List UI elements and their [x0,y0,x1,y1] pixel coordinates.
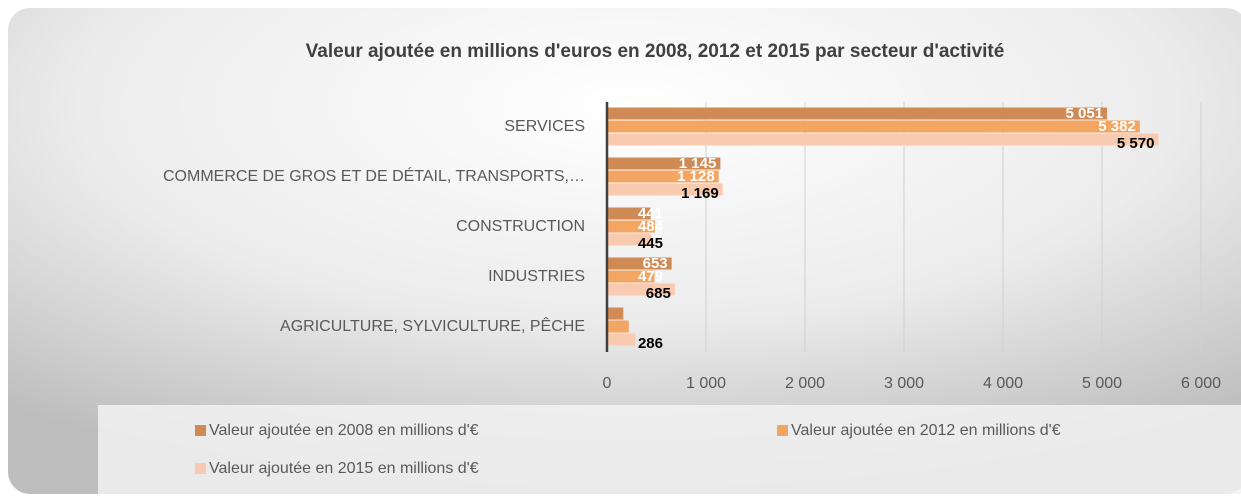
x-tick-label: 4 000 [983,375,1023,392]
bar [607,207,651,220]
y-tick-label: AGRICULTURE, SYLVICULTURE, PÊCHE [280,316,585,335]
bar [607,233,652,246]
bar [607,183,723,196]
legend-swatch [777,425,788,436]
bar [607,307,624,320]
x-tick-label: 3 000 [884,375,924,392]
legend-background [98,405,1241,494]
bar [607,107,1108,120]
bar [607,220,655,233]
bar [607,283,675,296]
x-tick-label: 2 000 [785,375,825,392]
bar [607,320,629,333]
data-label: 685 [646,285,671,302]
chart-title: Valeur ajoutée en millions d'euros en 20… [306,41,1005,62]
bar [607,120,1140,133]
y-tick-label: COMMERCE DE GROS ET DE DÉTAIL, TRANSPORT… [163,166,585,185]
data-label: 5 382 [1098,118,1136,135]
legend-label: Valeur ajoutée en 2012 en millions d'€ [791,422,1061,439]
x-tick-label: 5 000 [1082,375,1122,392]
y-tick-label: INDUSTRIES [488,268,585,285]
data-label: 445 [638,235,663,252]
data-label: 286 [638,335,663,352]
bar [607,133,1159,146]
legend-swatch [195,463,206,474]
data-label: 441 [638,205,663,222]
bar [607,170,719,183]
data-label: 479 [638,268,663,285]
data-label: 484 [638,218,664,235]
bar [607,257,672,270]
data-label: 1 169 [681,185,719,202]
x-tick-label: 1 000 [686,375,726,392]
x-tick-label: 6 000 [1181,375,1221,392]
data-label: 1 145 [679,155,717,172]
y-tick-label: CONSTRUCTION [456,218,585,235]
legend-swatch [195,425,206,436]
data-label: 653 [643,255,668,272]
legend-label: Valeur ajoutée en 2008 en millions d'€ [209,422,479,439]
bar [607,157,721,170]
bar [607,270,655,283]
data-label: 5 051 [1066,105,1104,122]
x-tick-label: 0 [603,375,612,392]
data-label: 1 128 [677,168,715,185]
bar [607,333,636,346]
legend-label: Valeur ajoutée en 2015 en millions d'€ [209,460,479,477]
y-tick-label: SERVICES [504,118,585,135]
data-label: 5 570 [1117,135,1155,152]
